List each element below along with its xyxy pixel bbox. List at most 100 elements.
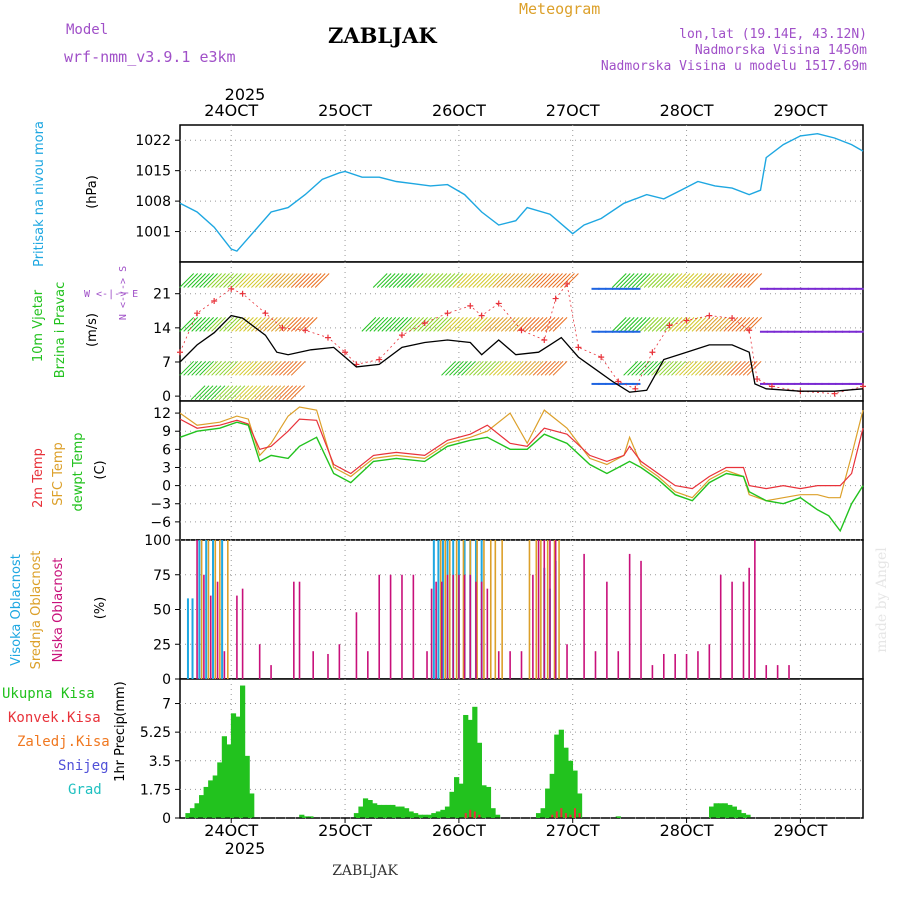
wind-barb [711, 273, 727, 288]
wind-barb [683, 317, 699, 332]
gust-marker [376, 356, 383, 363]
gust-marker [541, 337, 548, 344]
precip-total-bar [417, 814, 423, 818]
wind-barb [746, 360, 762, 376]
bottom-date-axis: 24OCT 25OCT 26OCT 27OCT 28OCT 29OCT [204, 818, 828, 840]
wind-barb [492, 317, 508, 332]
precip-conv-bar [578, 813, 581, 818]
wind-barb [719, 273, 735, 288]
wind-barb [679, 360, 694, 376]
wind-barb [179, 273, 195, 288]
gust-marker [279, 324, 286, 331]
wind-barb [361, 317, 377, 332]
wind-barb [544, 317, 560, 332]
wind-ytick-label: 0 [162, 389, 171, 405]
wind-barb [687, 317, 703, 332]
wind-barb [731, 273, 747, 288]
wind-barb [691, 360, 706, 376]
temperature-panel: 12 9 6 3 0 −3 −6 [150, 400, 864, 541]
precip-total-bar [576, 793, 583, 818]
wind-barb [488, 317, 504, 332]
precip-total-bar [399, 806, 405, 818]
wind-barb [226, 385, 242, 401]
cloud-low-bar [389, 574, 392, 679]
precip-series [180, 685, 863, 819]
wind-barb [396, 273, 412, 288]
bottom-date-label: 29OCT [773, 821, 827, 840]
precip-total-bar [353, 813, 360, 818]
cloud-low-bar [520, 651, 523, 679]
precip-total-bar [372, 803, 378, 818]
precip-total-bar [554, 734, 560, 818]
wind-barb [512, 317, 528, 332]
wind-barb [230, 385, 246, 401]
wind-barb [425, 317, 440, 332]
wind-barb [703, 317, 719, 332]
wind-unit: (m/s) [85, 313, 100, 347]
wind-barb [735, 317, 751, 332]
wind-barb [544, 273, 559, 288]
precip-total-bar [558, 729, 564, 818]
wind-barb [540, 360, 556, 376]
wind-barb [659, 273, 675, 288]
wind-barb [298, 317, 314, 332]
wind-barb [203, 360, 218, 376]
cloud-mid-bar [444, 540, 447, 679]
precip-total-bar [572, 770, 578, 818]
cloud-mid-bar [207, 540, 210, 679]
precip-total-bar [367, 800, 373, 818]
wind-barb [235, 360, 250, 376]
precip-total-bar [709, 806, 715, 818]
cloud-low-bar [606, 581, 608, 679]
wind-barb [643, 317, 659, 332]
wind-barb [314, 273, 330, 288]
precip-total-bar [221, 736, 227, 818]
wind-barb [436, 273, 452, 288]
wind-barb [298, 273, 314, 288]
precip-total-bar [481, 785, 487, 818]
cloud-low-bar [509, 651, 511, 679]
wind-barb [286, 385, 302, 401]
cloud-high-bar [205, 540, 208, 679]
cloud-low-bar [674, 653, 676, 679]
precip-total-bar [362, 798, 369, 818]
cloud-mid-bar [501, 540, 503, 679]
cloud-low-bar [458, 574, 460, 679]
cloud-series [186, 540, 790, 679]
wind-barb [219, 273, 234, 288]
cloud-low-bar [327, 653, 329, 679]
wind-barb [508, 273, 524, 288]
cloud-low-bar [426, 651, 428, 679]
wind-barb [480, 360, 496, 376]
wind-barb [183, 317, 199, 332]
wind-barb [643, 273, 659, 288]
wind-barb [294, 273, 310, 288]
wind-barb [282, 360, 298, 376]
wind-barb [468, 273, 484, 288]
wind-barb [263, 273, 278, 288]
wind-barb [667, 360, 682, 376]
wind-barb [623, 360, 638, 376]
cloud-low-bar [412, 574, 415, 679]
wind-barb [452, 273, 468, 288]
wind-barb [722, 360, 738, 376]
cloud-low-bar [662, 653, 665, 679]
cloud-mid-bar [494, 540, 497, 679]
cloud-mid-bar [553, 540, 556, 679]
gust-marker [552, 295, 559, 302]
cloud-low-bar [270, 665, 272, 679]
wind-barb [465, 360, 480, 376]
precip-total-bar [408, 811, 414, 818]
gust-marker [478, 312, 485, 319]
wind-barb [532, 360, 548, 376]
wind-barb [512, 360, 528, 376]
precip-total-bar [189, 808, 196, 818]
precip-total-bar [731, 806, 737, 818]
cloud-mid-bar [558, 540, 560, 679]
cloud-low-bar [216, 581, 219, 679]
wind-barb [671, 273, 687, 288]
wind-barb [227, 317, 242, 332]
wind-barb [290, 385, 306, 401]
wind-ylabel-1: 10m Vjetar [31, 289, 46, 362]
wind-barb [247, 273, 262, 288]
